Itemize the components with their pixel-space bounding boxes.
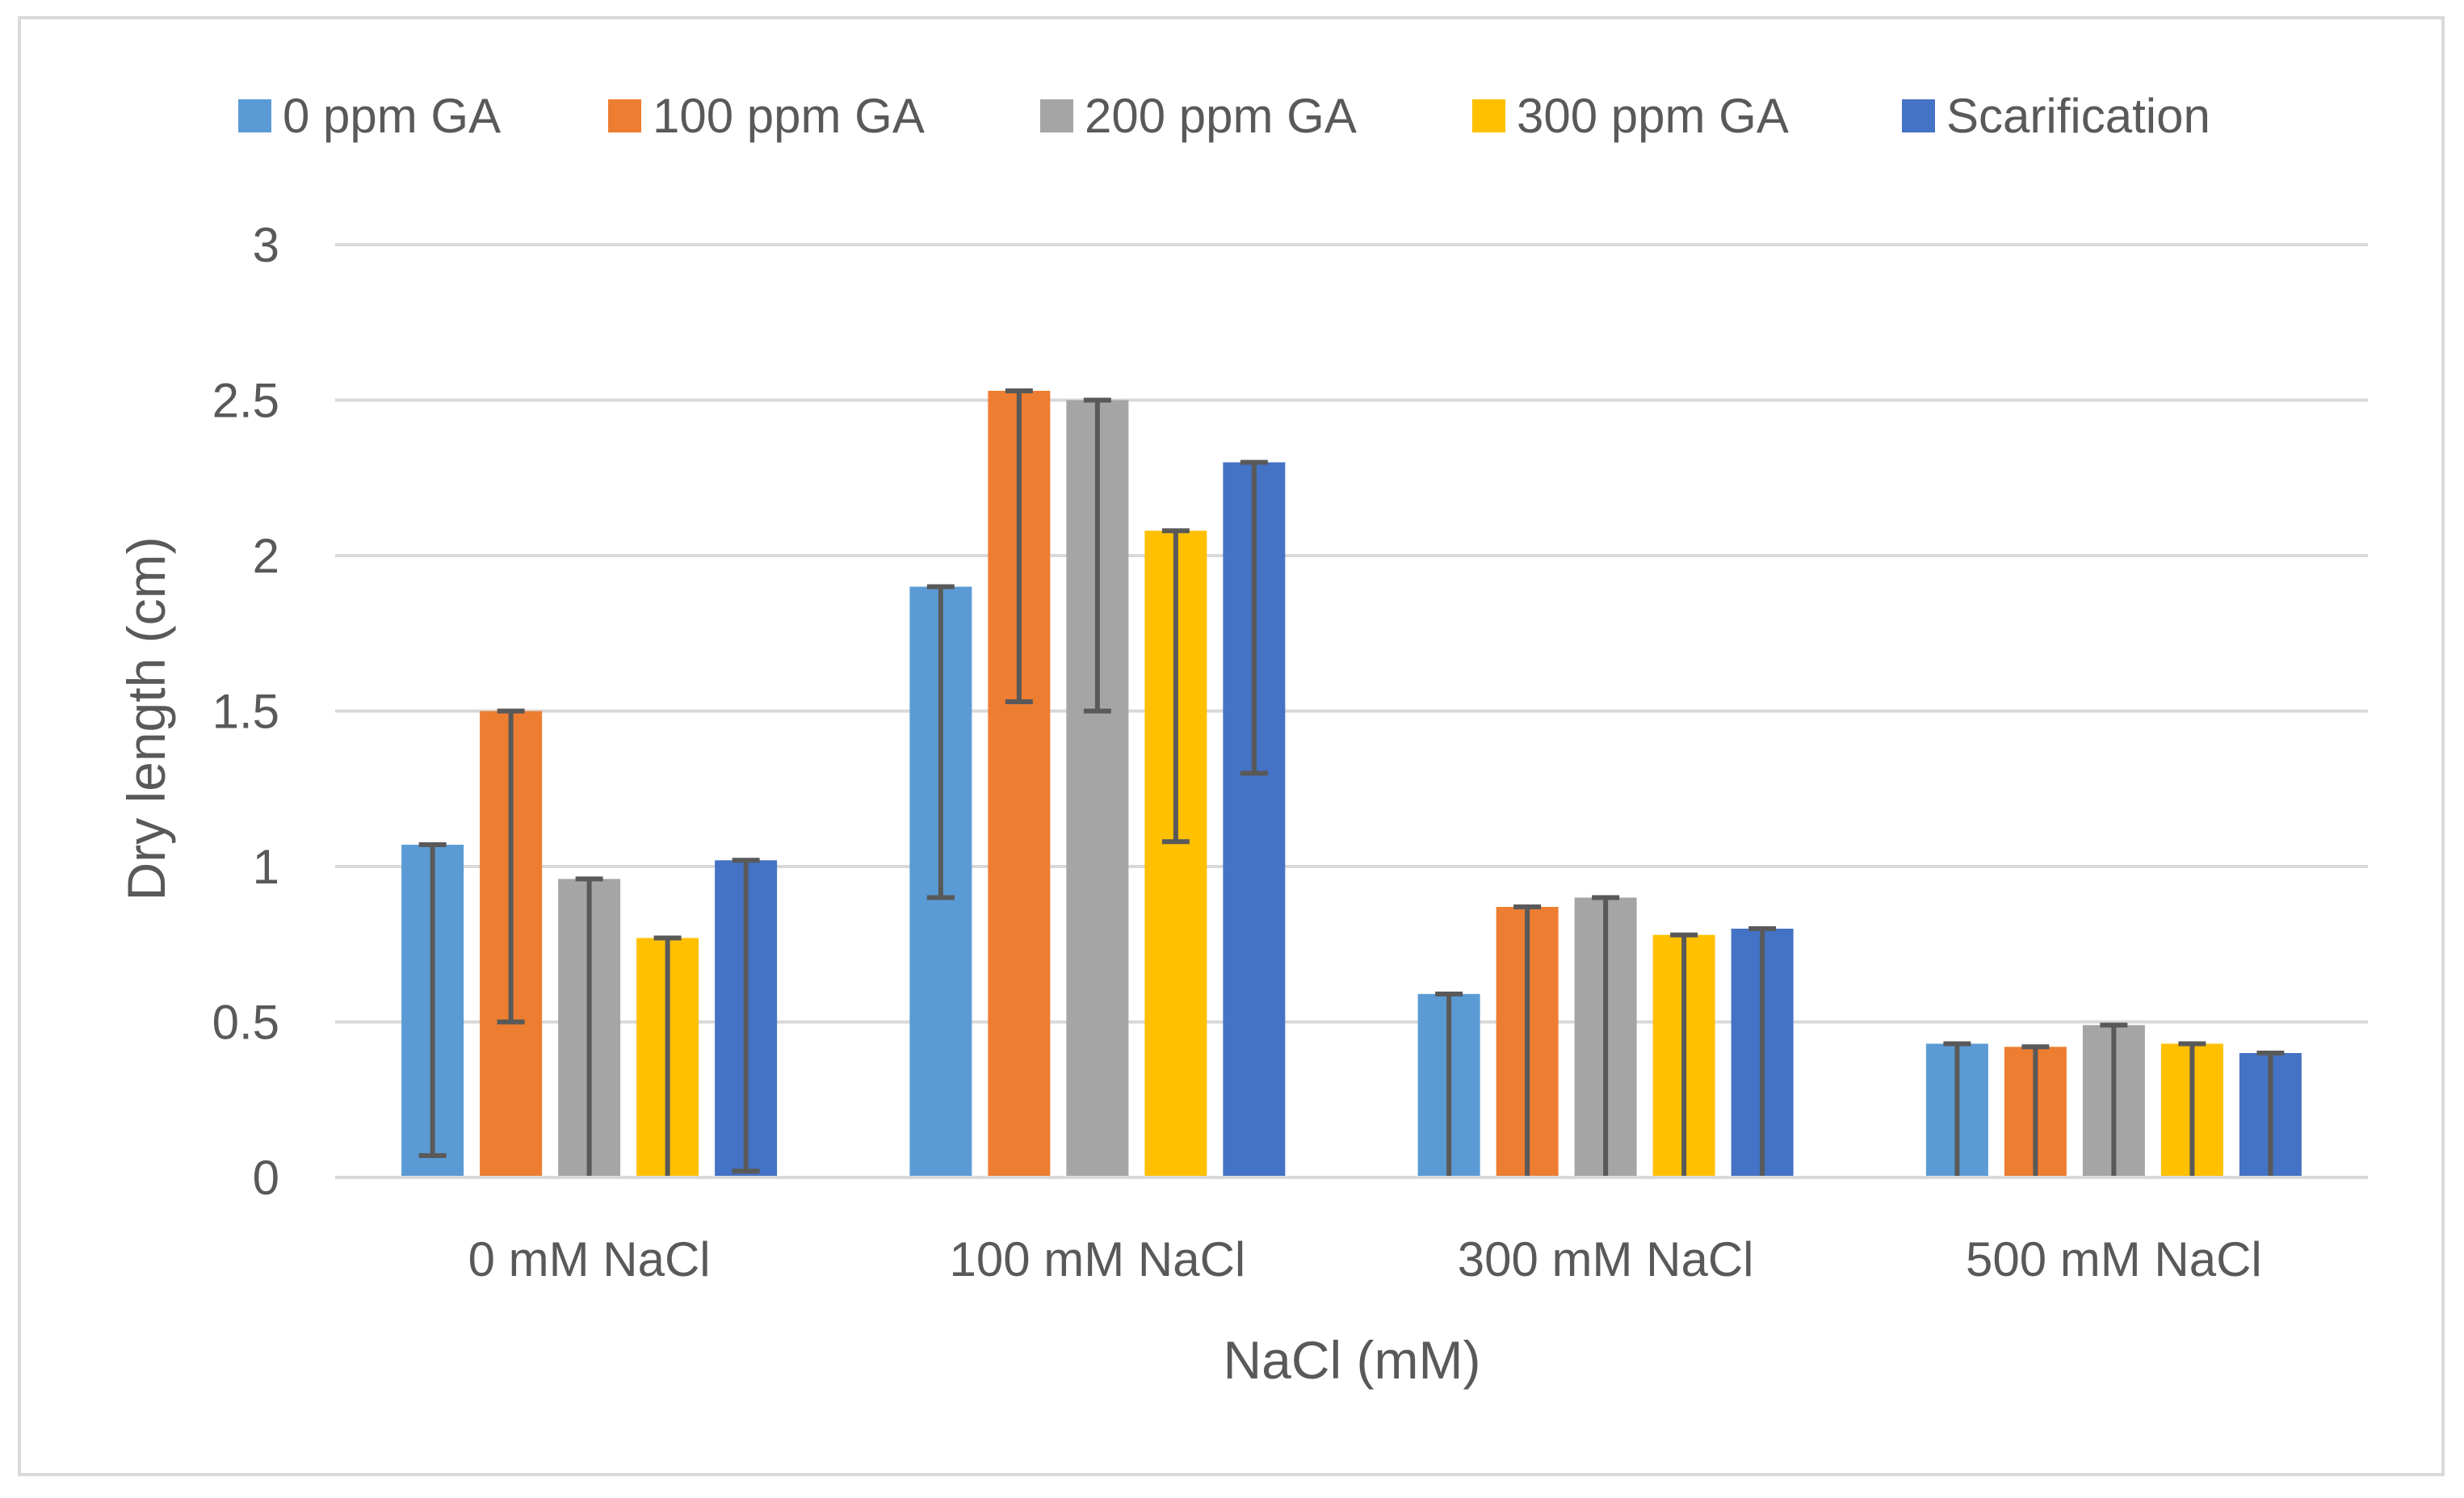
legend-label-300-ppm-ga: 300 ppm GA — [1517, 89, 1789, 143]
x-tick-label-0-mm-nacl: 0 mM NaCl — [468, 1232, 711, 1286]
y-tick-label: 2 — [253, 529, 279, 583]
bars — [401, 390, 2302, 1177]
x-axis-title: NaCl (mM) — [1224, 1330, 1481, 1390]
legend-label-200-ppm-ga: 200 ppm GA — [1085, 89, 1357, 143]
x-axis-tick-labels: 0 mM NaCl 100 mM NaCl 300 mM NaCl 500 mM Na… — [468, 1232, 2262, 1286]
legend-label-0-ppm-ga: 0 ppm GA — [283, 89, 501, 143]
legend-swatch-200-ppm-ga — [1040, 99, 1073, 132]
error-bars — [418, 388, 2285, 1177]
x-tick-label-100-mm-nacl: 100 mM NaCl — [949, 1232, 1245, 1286]
legend-swatch-100-ppm-ga — [608, 99, 641, 132]
y-tick-label: 2.5 — [212, 374, 279, 428]
x-tick-label-300-mm-nacl: 300 mM NaCl — [1458, 1232, 1754, 1286]
gridlines — [335, 243, 2368, 1024]
x-tick-label-500-mm-nacl: 500 mM NaCl — [1966, 1232, 2262, 1286]
legend: 0 ppm GA 100 ppm GA 200 ppm GA 300 ppm GA Sc… — [238, 89, 2210, 143]
y-tick-label: 1.5 — [212, 685, 279, 739]
legend-label-scarification: Scarification — [1946, 89, 2210, 143]
y-tick-label: 3 — [253, 218, 279, 272]
legend-swatch-scarification — [1902, 99, 1935, 132]
legend-label-100-ppm-ga: 100 ppm GA — [653, 89, 925, 143]
y-tick-label: 0.5 — [212, 996, 279, 1050]
y-tick-label: 0 — [253, 1151, 279, 1205]
y-axis-tick-labels: 0 0.5 1 1.5 2 2.5 3 — [212, 218, 279, 1205]
legend-swatch-300-ppm-ga — [1472, 99, 1505, 132]
y-axis-title: Dry length (cm) — [116, 536, 176, 900]
legend-swatch-0-ppm-ga — [238, 99, 271, 132]
y-tick-label: 1 — [253, 840, 279, 894]
